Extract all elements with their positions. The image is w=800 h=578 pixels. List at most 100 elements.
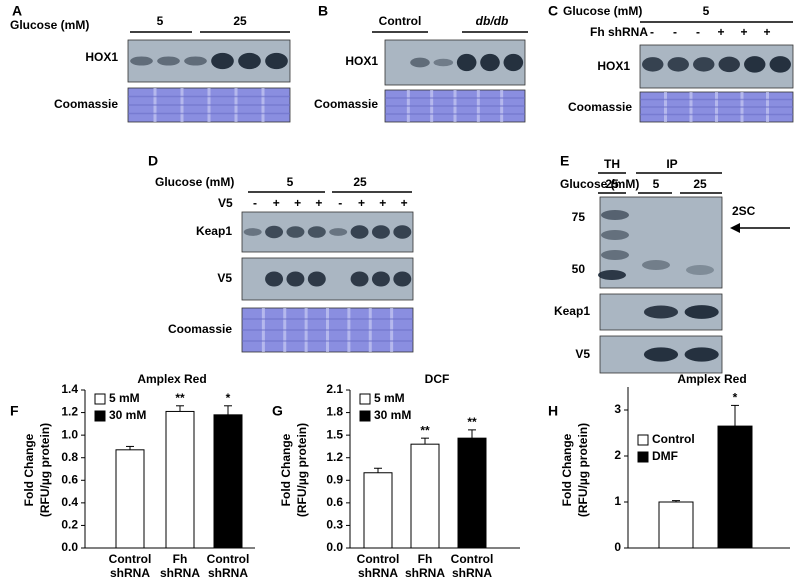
band (184, 56, 207, 66)
chart-title: DCF (425, 372, 450, 386)
label: TH (604, 157, 620, 171)
significance: * (733, 391, 738, 405)
panel-letter: H (548, 403, 558, 419)
label: 25 (233, 14, 247, 28)
chart-title: Amplex Red (137, 372, 206, 386)
x-tick-label-line: Fh (418, 552, 433, 566)
y-tick-label: 1 (614, 494, 621, 508)
band (643, 305, 679, 319)
legend-swatch (637, 451, 649, 463)
band (371, 225, 390, 239)
band (211, 52, 234, 70)
x-tick-label-line: shRNA (160, 566, 200, 578)
label: Glucose (mM) (563, 4, 642, 18)
chart-title: Amplex Red (677, 372, 746, 386)
label: 25 (353, 175, 367, 189)
band (371, 271, 390, 287)
band (265, 225, 284, 239)
y-tick-label: 0.2 (61, 518, 78, 532)
band (286, 271, 305, 287)
legend-label: 30 mM (374, 408, 411, 422)
x-tick-label-line: shRNA (110, 566, 150, 578)
significance: ** (175, 391, 185, 405)
legend-swatch (359, 410, 371, 422)
label: V5 (575, 347, 590, 361)
band (601, 250, 629, 260)
panel-letter: G (272, 403, 283, 419)
x-tick-label: Control shRNA (451, 552, 494, 578)
sign: + (294, 196, 301, 210)
bar (410, 443, 440, 549)
band (456, 53, 477, 72)
x-tick-label: Fh shRNA (405, 552, 445, 578)
marker: 50 (572, 262, 586, 276)
label: Glucose (mM) (560, 177, 639, 191)
panel-letter: F (10, 403, 19, 419)
label: Keap1 (554, 304, 590, 318)
band (265, 52, 288, 70)
band (350, 225, 369, 239)
sign: + (315, 196, 322, 210)
band (643, 347, 679, 362)
panel-letter: A (12, 3, 22, 19)
band (601, 210, 629, 220)
y-axis-label: (RFU/µg protein) (38, 423, 52, 517)
y-tick-label: 0.0 (61, 540, 78, 554)
x-tick-label-line: Control (207, 552, 250, 566)
label: 5 (703, 4, 710, 18)
band (393, 225, 412, 239)
y-tick-label: 1.4 (61, 382, 78, 396)
error-bar (176, 405, 184, 412)
error-bar (126, 445, 134, 450)
band (480, 53, 500, 72)
band (684, 347, 719, 362)
x-tick-label-line: shRNA (208, 566, 248, 578)
band (238, 52, 261, 70)
band (693, 57, 715, 72)
band (601, 230, 629, 240)
arrow-head (730, 223, 740, 233)
sign: + (763, 25, 770, 39)
label: 25 (693, 177, 707, 191)
bar (457, 437, 487, 549)
legend-label: 30 mM (109, 408, 146, 422)
label: Coomassie (568, 100, 632, 114)
band (307, 226, 326, 238)
sign: - (650, 25, 654, 39)
band (598, 270, 626, 280)
y-tick-label: 0 (614, 540, 621, 554)
significance: ** (467, 415, 477, 429)
label: 25 (605, 177, 619, 191)
label: IP (666, 157, 677, 171)
significance: ** (420, 423, 430, 437)
label: 5 (157, 14, 164, 28)
sign: + (358, 196, 365, 210)
band (265, 271, 284, 287)
sign: - (253, 196, 257, 210)
sign: + (273, 196, 280, 210)
label: Coomassie (54, 97, 118, 111)
y-tick-label: 2.1 (326, 382, 343, 396)
band (642, 57, 664, 72)
label: Control (379, 14, 422, 28)
x-tick-label: Control shRNA (207, 552, 250, 578)
band (686, 265, 714, 275)
legend-label: Control (652, 432, 695, 446)
marker: 75 (572, 210, 586, 224)
band (393, 271, 412, 287)
band (769, 56, 791, 73)
x-tick-label-line: shRNA (405, 566, 445, 578)
label: 5 (653, 177, 660, 191)
bar (363, 472, 393, 549)
bar (717, 425, 753, 549)
band (433, 58, 454, 67)
sign: + (379, 196, 386, 210)
bar (213, 414, 243, 549)
band (350, 271, 369, 287)
y-tick-label: 1.8 (326, 405, 343, 419)
band (130, 56, 153, 66)
legend-swatch (94, 393, 106, 405)
error-bar (672, 500, 680, 502)
panel-letter: B (318, 3, 328, 19)
